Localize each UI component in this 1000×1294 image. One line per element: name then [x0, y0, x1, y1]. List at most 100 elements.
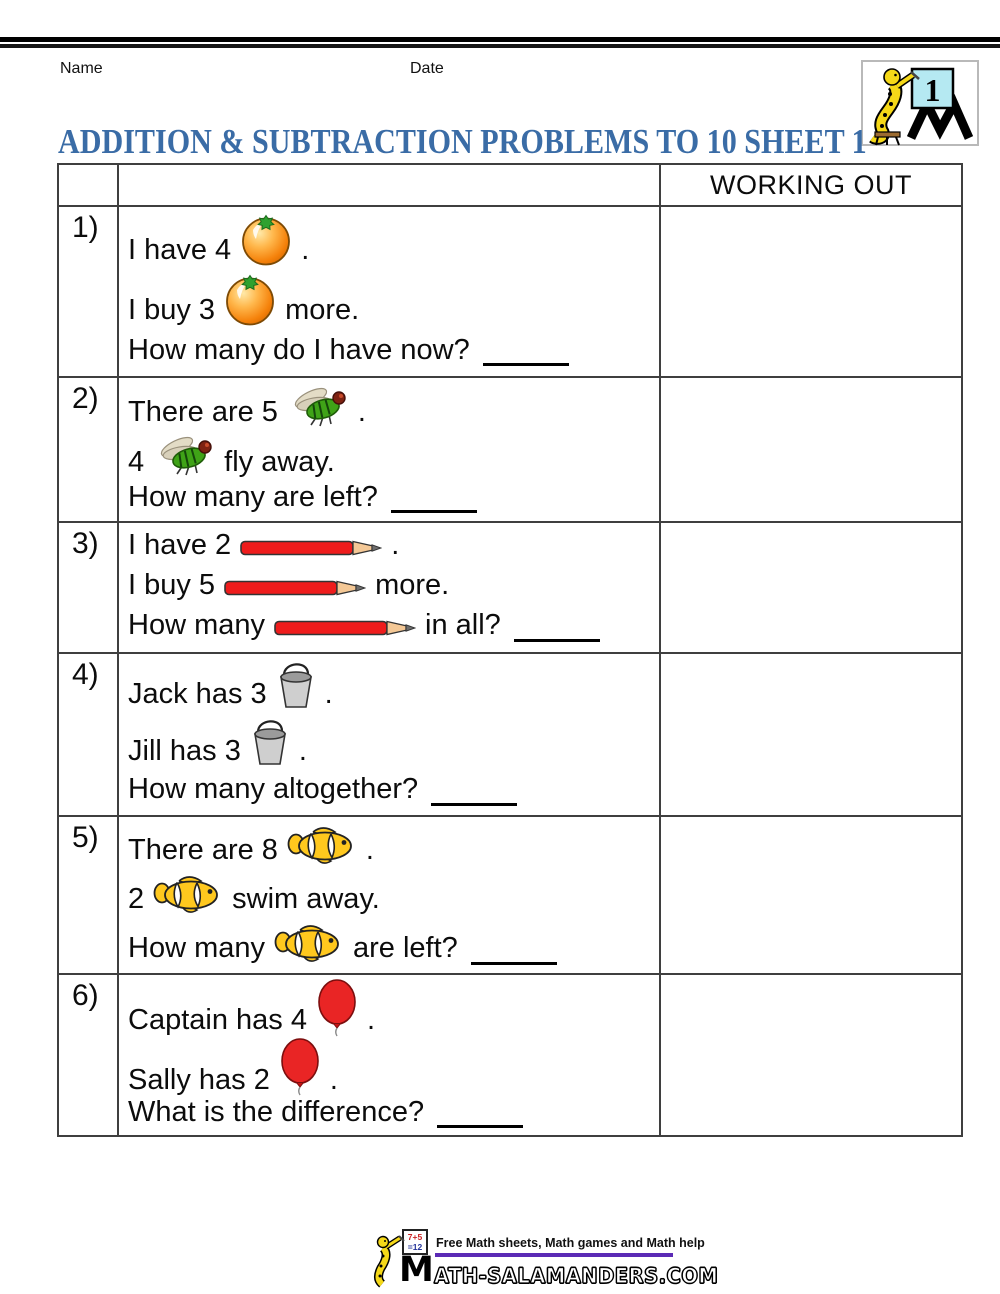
logo-m-glyph	[906, 93, 974, 140]
problems-table: WORKING OUT 1) I have 4 .I buy 3 more. How…	[57, 163, 963, 1137]
problem-text: There are 5	[128, 396, 278, 429]
problem-text-cell: I have 2 . I buy 5 more. How many in all?	[119, 523, 661, 654]
problem-text: more.	[375, 569, 450, 602]
problem-text-cell: Captain has 4 . Sally has 2 . What is the …	[119, 975, 661, 1135]
balloon-icon	[279, 1038, 321, 1096]
answer-blank	[470, 940, 557, 965]
problem-number: 4)	[59, 654, 119, 817]
problem-line: There are 8 .	[128, 823, 659, 867]
bucket-icon	[276, 660, 316, 710]
problem-text: .	[365, 834, 374, 867]
problem-text: I buy 3	[128, 294, 216, 327]
problem-line: 2 swim away.	[128, 872, 659, 916]
balloon-icon	[316, 978, 358, 1037]
problem-text: swim away.	[232, 883, 380, 916]
problem-text: .	[298, 735, 307, 768]
problem-line: How many altogether?	[128, 773, 659, 806]
footer-salamander-head	[376, 1235, 390, 1249]
problem-text: Jack has 3	[128, 678, 267, 711]
orange-icon	[240, 214, 292, 266]
problem-text-cell: There are 8 . 2 swim away. How many are le…	[119, 817, 661, 975]
problem-text-cell: Jack has 3 . Jill has 3 . How many altoget…	[119, 654, 661, 817]
problem-line: How many do I have now?	[128, 333, 659, 366]
problem-text: What is the difference?	[128, 1096, 425, 1129]
fish-icon	[153, 872, 223, 916]
fish-icon	[287, 823, 357, 867]
footer-site-m: M	[399, 1250, 434, 1290]
footer: 7+5 =12 Free Math sheets, Math games and…	[373, 1228, 718, 1294]
problem-line: How many are left?	[128, 921, 659, 965]
header-cell-working-out: WORKING OUT	[661, 165, 961, 207]
problem-text: How many	[128, 609, 265, 642]
answer-blank	[431, 781, 518, 806]
salamander-head	[883, 68, 901, 86]
problem-number: 2)	[59, 378, 119, 523]
page-title: ADDITION & SUBTRACTION PROBLEMS TO 10 SH…	[58, 122, 867, 161]
footer-logo-sign	[402, 1229, 428, 1255]
problem-text: .	[357, 396, 366, 429]
fish-icon	[274, 921, 344, 965]
problem-line: I have 4 .	[128, 214, 659, 266]
logo-number: 1	[925, 72, 941, 108]
problem-text: in all?	[425, 609, 501, 642]
problem-number: 3)	[59, 523, 119, 654]
problem-text: How many do I have now?	[128, 333, 470, 366]
problem-number: 1)	[59, 207, 119, 378]
fly-icon	[153, 432, 215, 476]
problem-number: 5)	[59, 817, 119, 975]
problem-text: How many altogether?	[128, 773, 419, 806]
working-out-cell	[661, 207, 961, 378]
problem-line: Jack has 3 .	[128, 660, 659, 710]
problem-line: I have 2 .	[128, 529, 659, 562]
salamander-footer-logo: 7+5 =12	[374, 1229, 428, 1288]
problem-text-cell: I have 4 . I buy 3 more. How many do I hav…	[119, 207, 661, 378]
problem-text: Jill has 3	[128, 735, 241, 768]
working-out-cell	[661, 378, 961, 523]
problem-text: There are 8	[128, 834, 278, 867]
problem-text: I have 2	[128, 529, 232, 562]
problem-text: I buy 5	[128, 569, 216, 602]
problem-line: Jill has 3 .	[128, 717, 659, 767]
working-out-cell	[661, 654, 961, 817]
footer-sign-line2: =12	[408, 1242, 423, 1252]
bucket-icon	[250, 717, 290, 767]
salamander-number-logo: 1	[861, 60, 979, 146]
footer-purple-rule	[435, 1253, 673, 1257]
problem-text-cell: There are 5 .4 fly away. How many are lef…	[119, 378, 661, 523]
footer-salamander-body	[375, 1245, 390, 1287]
problem-text: How many are left?	[128, 480, 378, 513]
problem-text: .	[366, 1004, 376, 1037]
header-cell-problem	[119, 165, 661, 207]
problem-text: 4	[128, 446, 145, 479]
answer-blank	[513, 617, 600, 642]
pencil-icon	[274, 619, 416, 637]
footer-site-rest: ATH-SALAMANDERS.COM	[433, 1263, 719, 1288]
top-divider-bar	[0, 37, 1000, 48]
problem-line: I buy 3 more.	[128, 274, 659, 326]
problem-text: Sally has 2	[128, 1063, 270, 1096]
problem-line: Captain has 4 .	[128, 978, 659, 1037]
problem-text: are left?	[353, 932, 458, 965]
problem-line: 4 fly away.	[128, 432, 659, 478]
problem-text: How many	[128, 932, 265, 965]
pencil-icon	[240, 539, 383, 557]
date-label: Date	[410, 60, 444, 77]
problem-line: I buy 5 more.	[128, 569, 659, 602]
footer-sign-line1: 7+5	[408, 1232, 423, 1242]
fly-icon	[287, 383, 349, 427]
salamander-pencil	[910, 71, 920, 80]
footer-site-name: M ATH-SALAMANDERS.COM	[399, 1250, 740, 1290]
working-out-cell	[661, 523, 961, 654]
problem-text: 2	[128, 883, 145, 916]
problem-text: .	[324, 678, 333, 711]
answer-blank	[390, 488, 477, 514]
pencil-icon	[224, 579, 367, 597]
problem-text: more.	[285, 294, 360, 327]
problem-text: .	[301, 233, 310, 266]
header-cell-number	[59, 165, 119, 207]
problem-number: 6)	[59, 975, 119, 1135]
answer-blank	[437, 1103, 524, 1129]
problem-text: I have 4	[128, 233, 232, 266]
problem-text: Captain has 4	[128, 1004, 307, 1037]
